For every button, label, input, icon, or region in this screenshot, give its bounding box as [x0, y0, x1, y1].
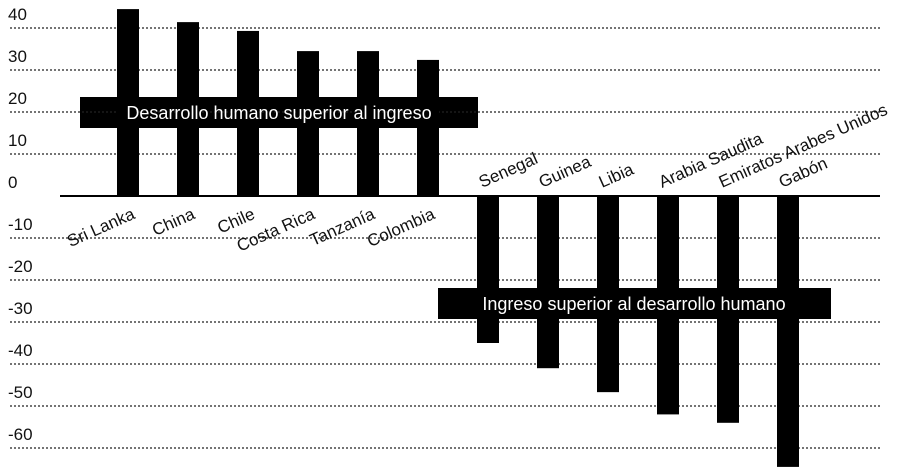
- y-tick-label: 0: [8, 173, 17, 192]
- y-tick-label: -40: [8, 341, 33, 360]
- y-tick-label: 20: [8, 89, 27, 108]
- y-tick-label: 10: [8, 131, 27, 150]
- bar: [177, 22, 199, 197]
- bar: [537, 196, 559, 369]
- annotation: Desarrollo humano superior al ingreso: [126, 103, 431, 123]
- y-tick-label: -50: [8, 383, 33, 402]
- y-tick-label: -20: [8, 257, 33, 276]
- bar: [717, 196, 739, 423]
- y-tick-label: 30: [8, 47, 27, 66]
- bar: [657, 196, 679, 415]
- y-tick-label: -60: [8, 425, 33, 444]
- annotation: Ingreso superior al desarrollo humano: [482, 294, 785, 314]
- y-tick-label: -30: [8, 299, 33, 318]
- x-tick-label: Guinea: [536, 152, 594, 192]
- bar: [237, 30, 259, 196]
- x-tick-label: Colombia: [364, 204, 438, 251]
- y-tick-label: 40: [8, 5, 27, 24]
- bar: [117, 9, 139, 196]
- x-tick-label: Libia: [596, 159, 637, 191]
- x-tick-label: Sri Lanka: [64, 204, 138, 251]
- bar: [297, 51, 319, 196]
- annotation-box: [438, 288, 831, 319]
- x-tick-label: China: [149, 204, 198, 240]
- x-tick-label: Senegal: [476, 149, 541, 192]
- bar: [417, 59, 439, 196]
- bar: [597, 196, 619, 393]
- bar: [477, 196, 499, 343]
- bar: [357, 51, 379, 196]
- bar: [777, 196, 799, 467]
- y-tick-label: -10: [8, 215, 33, 234]
